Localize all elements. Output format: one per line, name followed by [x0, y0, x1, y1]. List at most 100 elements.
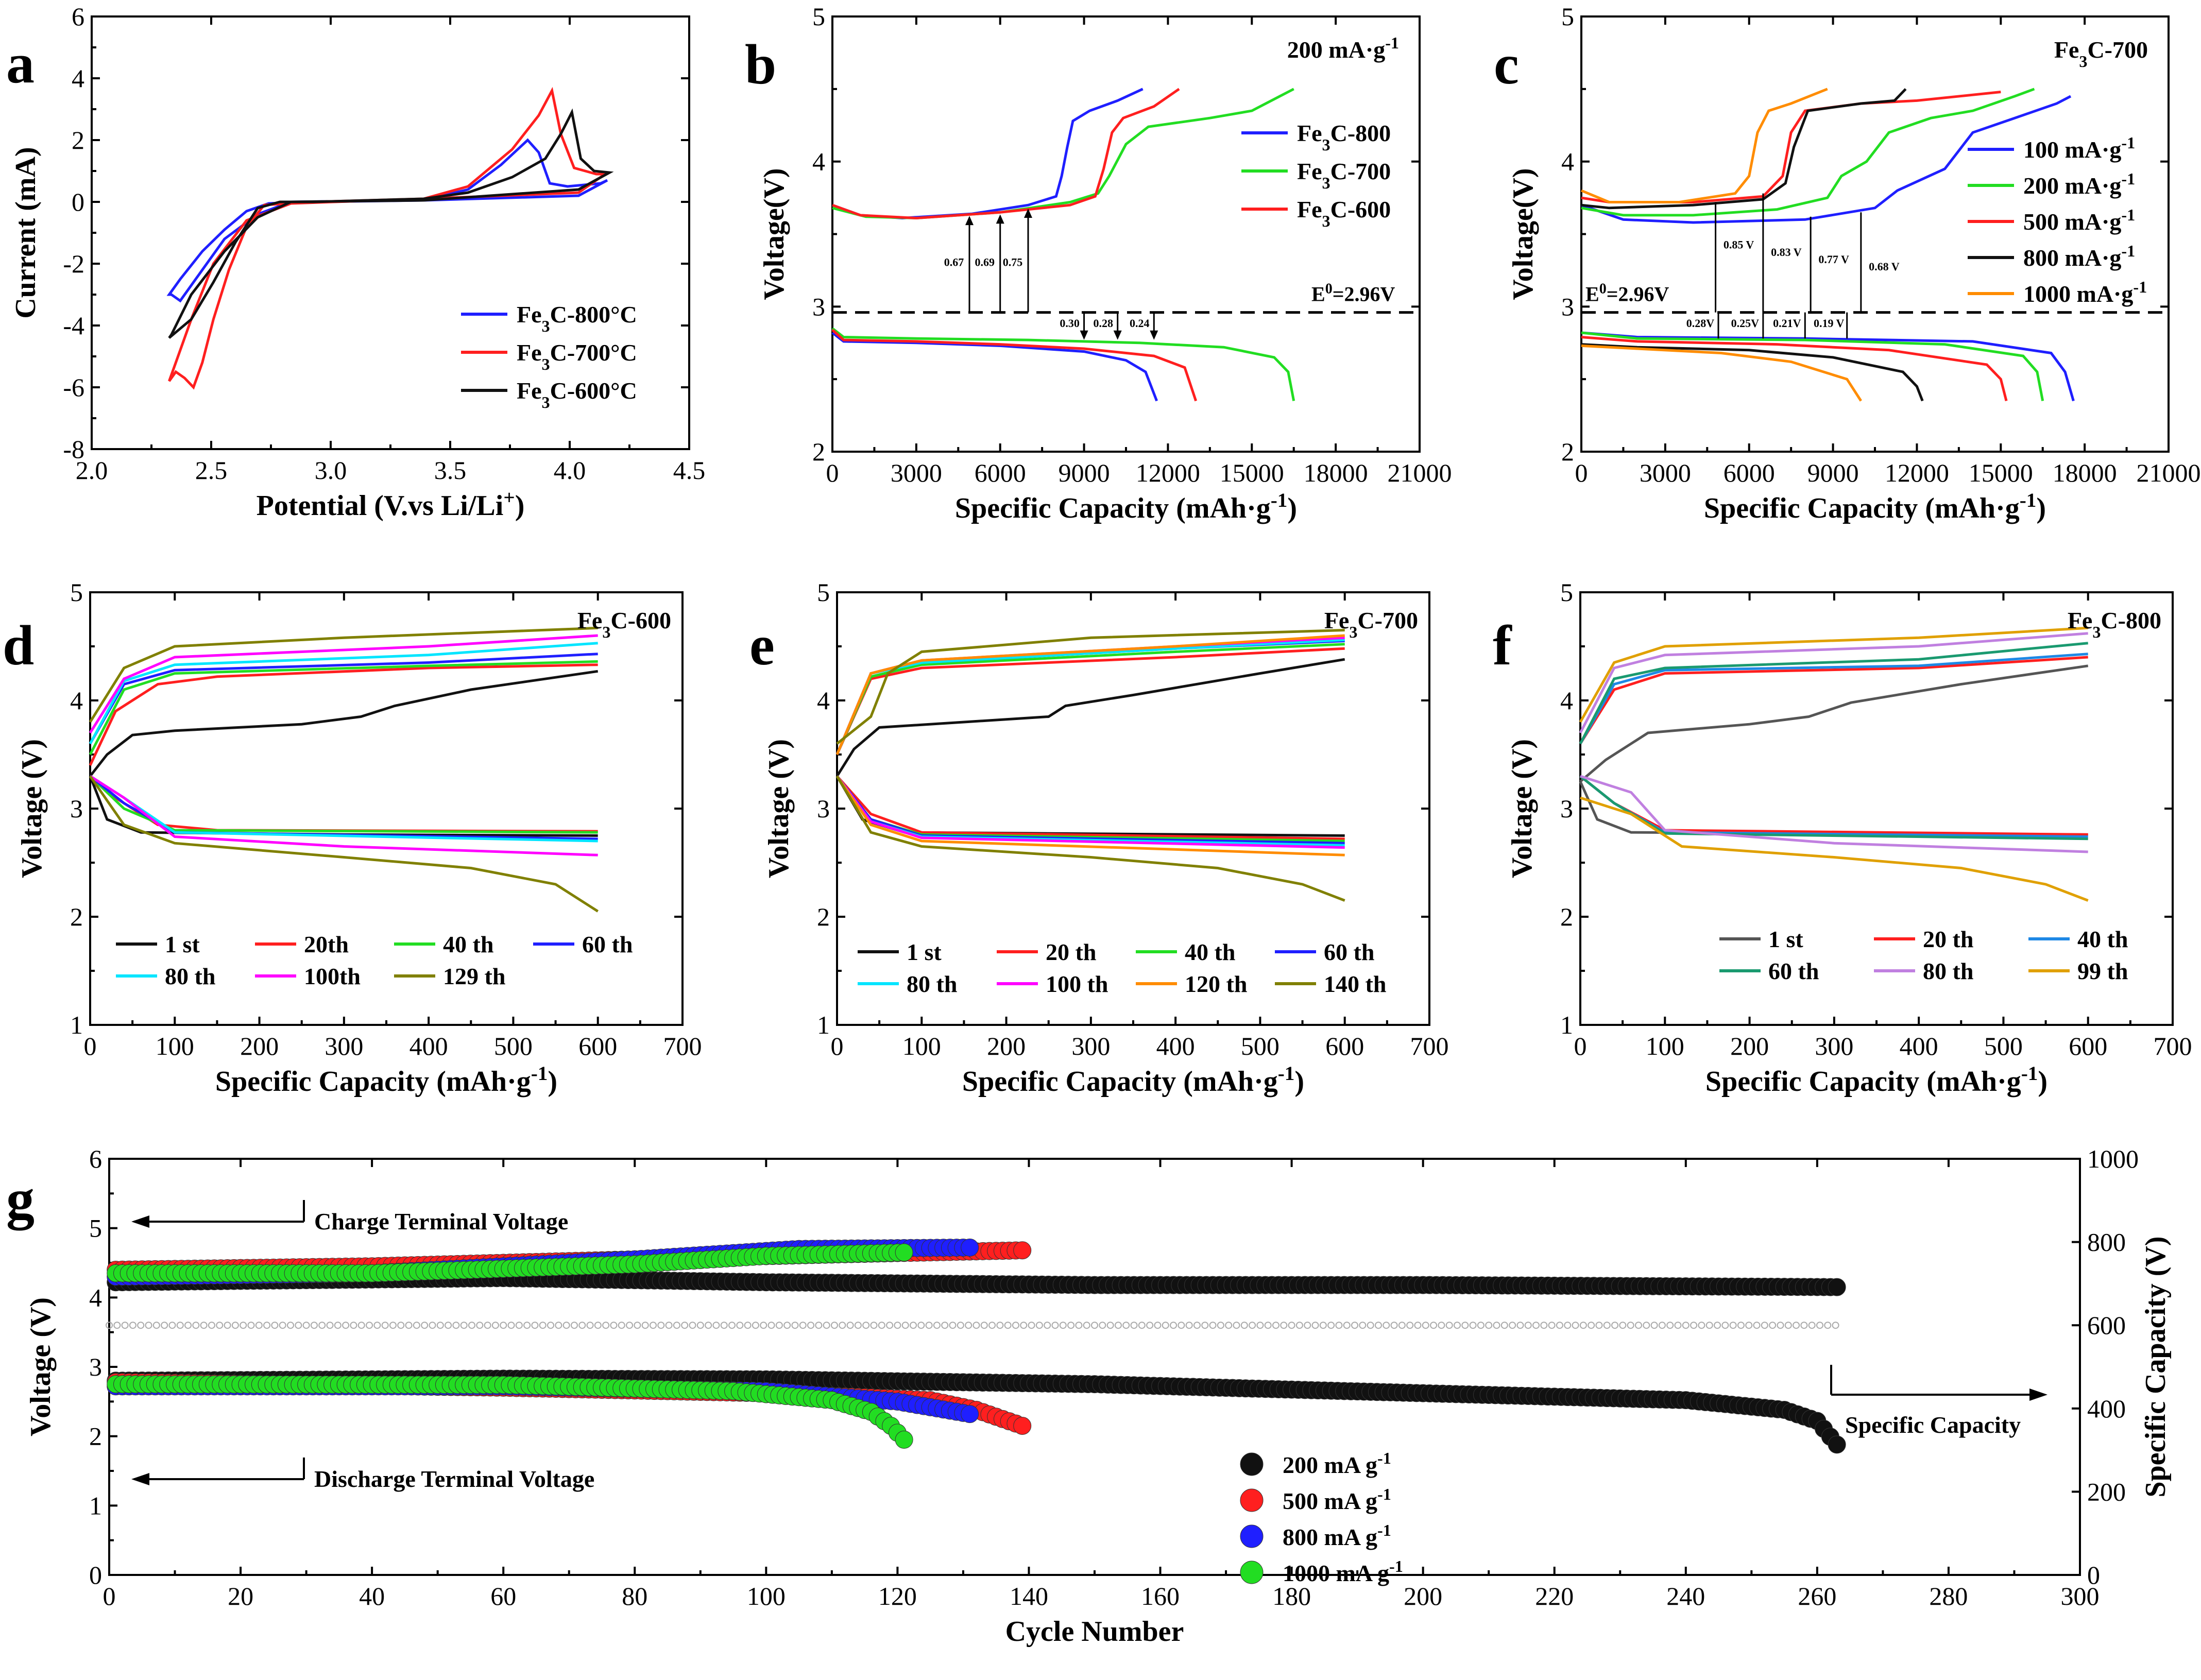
capacity-marker — [302, 1322, 310, 1329]
capacity-marker — [744, 1322, 752, 1329]
x-axis-label: Specific Capacity (mAh·g-1) — [955, 489, 1297, 525]
capacity-marker — [886, 1322, 894, 1329]
capacity-marker — [1059, 1322, 1067, 1329]
capacity-marker — [208, 1322, 215, 1329]
legend-label: Fe3C-700°C — [517, 339, 637, 373]
capacity-marker — [342, 1322, 350, 1329]
y-tick-label: 5 — [89, 1214, 102, 1243]
capacity-marker — [1335, 1322, 1343, 1329]
y-tick-label: 4 — [1561, 147, 1574, 176]
capacity-marker — [1004, 1322, 1012, 1329]
gap-label: 0.25V — [1731, 317, 1760, 330]
capacity-marker — [878, 1322, 885, 1329]
capacity-marker — [1603, 1322, 1611, 1329]
capacity-marker — [452, 1322, 460, 1329]
capacity-marker — [854, 1322, 862, 1329]
capacity-marker — [106, 1322, 113, 1329]
legend-label: 20 th — [1046, 939, 1096, 965]
x-tick-label: 2.5 — [195, 456, 228, 485]
x-tick-label: 0 — [1575, 458, 1588, 487]
x-tick-label: 3.0 — [315, 456, 347, 485]
x-tick-label: 6000 — [1724, 458, 1775, 487]
capacity-marker — [326, 1322, 334, 1329]
y2-axis-label: Specific Capacity (V) — [2140, 1236, 2172, 1497]
capacity-marker — [610, 1322, 618, 1329]
discharge-curve — [89, 776, 598, 837]
capacity-marker — [570, 1322, 578, 1329]
gap-arrowhead — [1150, 330, 1158, 340]
legend-label: 20th — [304, 931, 349, 957]
capacity-marker — [1540, 1322, 1548, 1329]
capacity-marker — [1390, 1322, 1398, 1329]
capacity-marker — [373, 1322, 381, 1329]
capacity-marker — [1327, 1322, 1335, 1329]
panel-letter: d — [3, 614, 34, 677]
capacity-marker — [263, 1322, 271, 1329]
capacity-marker — [240, 1322, 247, 1329]
capacity-marker — [1130, 1322, 1138, 1329]
y-axis-label: Voltage (V) — [16, 739, 48, 878]
capacity-marker — [933, 1322, 941, 1329]
panel-letter: e — [749, 614, 775, 677]
y-tick-label: 4 — [1560, 686, 1573, 715]
capacity-marker — [1524, 1322, 1532, 1329]
x-tick-label: 20 — [228, 1582, 253, 1610]
charge-curve — [835, 658, 1345, 777]
capacity-marker — [1067, 1322, 1075, 1329]
discharge-curve — [1580, 775, 2088, 853]
discharge-curve — [831, 327, 1295, 401]
capacity-marker — [1619, 1322, 1627, 1329]
capacity-marker — [980, 1322, 988, 1329]
x-tick-label: 300 — [1815, 1032, 1853, 1060]
x-tick-label: 0 — [1574, 1032, 1587, 1060]
charge-curve — [89, 663, 598, 766]
capacity-marker — [562, 1322, 570, 1329]
capacity-marker — [176, 1322, 184, 1329]
panel-letter: a — [6, 32, 35, 95]
y-tick-label: 2 — [817, 902, 830, 931]
y-axis-label: Voltage (V) — [1506, 739, 1538, 878]
legend-label: Fe3C-600 — [1297, 196, 1391, 230]
discharge-curve — [836, 775, 1345, 843]
x-tick-label: 2.0 — [76, 456, 108, 485]
capacity-marker — [1714, 1322, 1721, 1329]
discharge-curve — [1581, 336, 2008, 402]
charge-curve — [835, 634, 1345, 755]
capacity-marker — [602, 1322, 610, 1329]
capacity-marker — [421, 1322, 429, 1329]
capacity-marker — [1240, 1322, 1248, 1329]
capacity-marker — [1422, 1322, 1429, 1329]
charge-curve — [1581, 88, 1907, 210]
capacity-marker — [1729, 1322, 1737, 1329]
capacity-marker — [468, 1322, 475, 1329]
legend-label: 60 th — [582, 931, 633, 957]
capacity-marker — [830, 1322, 838, 1329]
capacity-marker — [334, 1322, 342, 1329]
y-tick-label: 1 — [817, 1010, 830, 1039]
charge-curve — [832, 88, 1144, 220]
gap-label: 0.19 V — [1814, 317, 1845, 330]
x-tick-label: 3000 — [891, 458, 942, 487]
x-tick-label: 80 — [622, 1582, 647, 1610]
x-tick-label: 180 — [1272, 1582, 1311, 1610]
capacity-marker — [1106, 1322, 1114, 1329]
y-tick-label: 6 — [89, 1144, 102, 1173]
capacity-marker — [515, 1322, 523, 1329]
capacity-marker — [1201, 1322, 1209, 1329]
y-axis-label: Voltage(V) — [1507, 168, 1539, 300]
capacity-marker — [500, 1322, 507, 1329]
panel-g: 0 20 40 60 80 100 120 140 160 180 200 220 240 260 280 3… — [6, 1144, 2172, 1648]
charge-curve — [1581, 88, 1828, 203]
capacity-marker — [121, 1322, 129, 1329]
discharge-curve — [1580, 796, 2089, 902]
legend-label: 60 th — [1768, 958, 1819, 984]
capacity-marker — [752, 1322, 759, 1329]
capacity-marker — [823, 1322, 830, 1329]
legend-label: 140 th — [1324, 971, 1386, 997]
capacity-marker — [271, 1322, 279, 1329]
x-tick-label: 400 — [410, 1032, 448, 1060]
capacity-marker — [1500, 1322, 1508, 1329]
y2-tick-label: 1000 — [2087, 1144, 2139, 1173]
charge-curve — [1579, 664, 2089, 783]
capacity-marker — [1784, 1322, 1792, 1329]
